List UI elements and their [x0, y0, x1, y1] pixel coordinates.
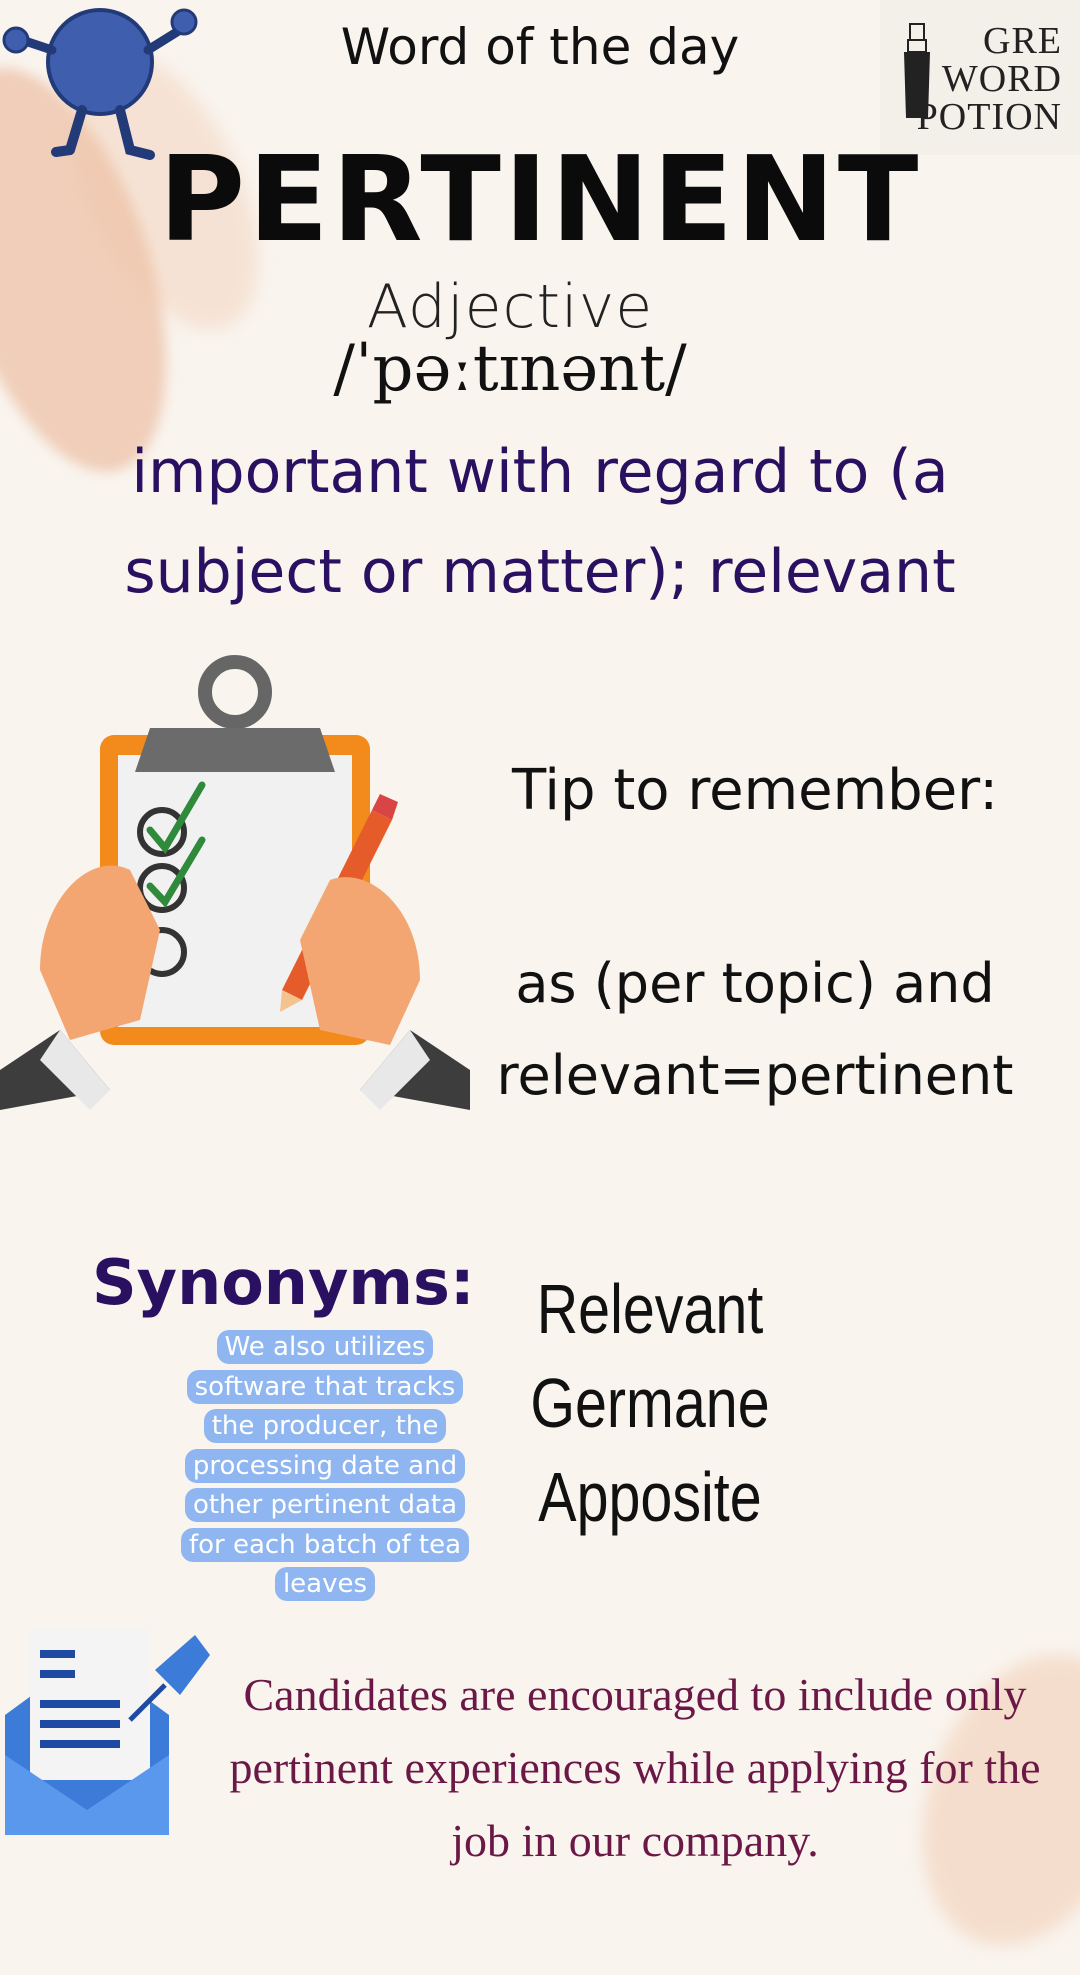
example-bubble: We also utilizes software that tracks th… — [180, 1328, 470, 1605]
synonym-item: Germane — [530, 1364, 770, 1442]
tip-body: as (per topic) and relevant=pertinent — [470, 938, 1040, 1122]
tip-line-2: relevant=pertinent — [496, 1044, 1014, 1107]
synonyms-list: Relevant Germane Apposite — [527, 1262, 773, 1544]
synonym-item: Apposite — [538, 1458, 762, 1536]
part-of-speech: Adjective — [366, 272, 654, 342]
pin-icon — [128, 1635, 210, 1722]
synonyms-title: Synonyms: — [92, 1246, 475, 1319]
logo-line-1: GRE — [983, 20, 1062, 62]
logo-line-3: POTION — [916, 96, 1062, 138]
logo-line-2: WORD — [941, 58, 1062, 100]
header-title: Word of the day — [340, 18, 740, 76]
example-sentence: Candidates are encouraged to include onl… — [229, 1669, 1041, 1866]
example-text: We also utilizes software that tracks th… — [180, 1330, 470, 1601]
synonym-item: Relevant — [536, 1270, 764, 1348]
envelope-icon — [5, 1630, 210, 1835]
mascot-icon — [2, 8, 198, 160]
gre-word-potion-logo: GRE WORD POTION — [880, 0, 1080, 155]
definition: important with regard to (a subject or m… — [124, 437, 956, 607]
clipboard-icon — [0, 655, 470, 1110]
tip-title: Tip to remember: — [511, 758, 999, 823]
tip-line-1: as (per topic) and — [515, 952, 995, 1015]
pronunciation: /ˈpəːtɪnənt/ — [333, 332, 687, 406]
logo-bottle-icon — [904, 23, 930, 118]
word-title: PERTINENT — [158, 130, 922, 268]
